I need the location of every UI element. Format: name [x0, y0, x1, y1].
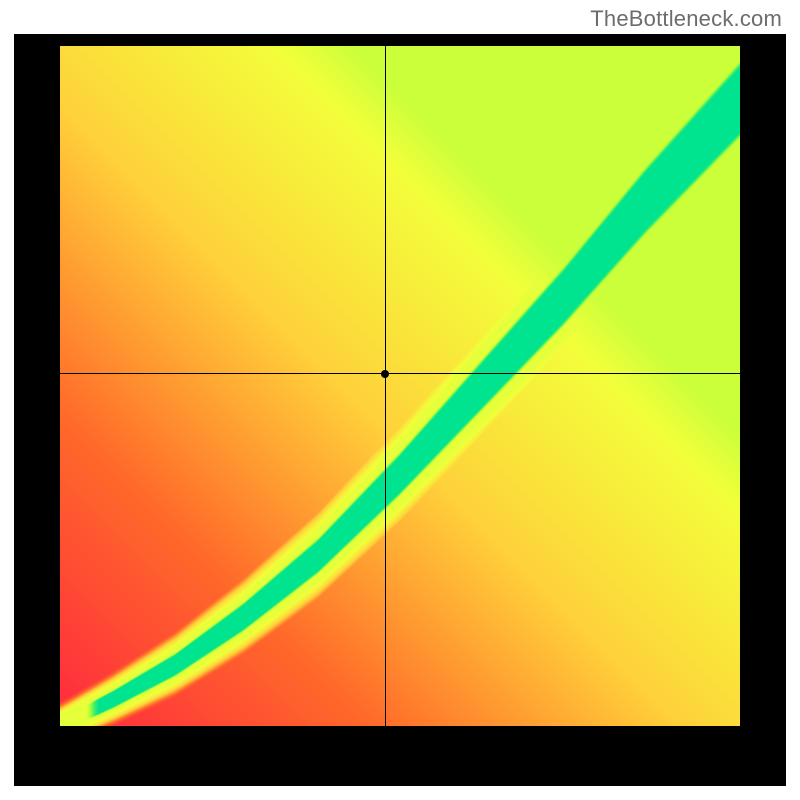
crosshair-vertical — [385, 46, 386, 726]
plot-area — [60, 46, 740, 726]
crosshair-marker — [381, 370, 389, 378]
figure-root: TheBottleneck.com — [0, 0, 800, 800]
crosshair-horizontal — [60, 373, 740, 374]
heatmap-canvas — [60, 46, 740, 726]
attribution-text: TheBottleneck.com — [590, 6, 782, 32]
